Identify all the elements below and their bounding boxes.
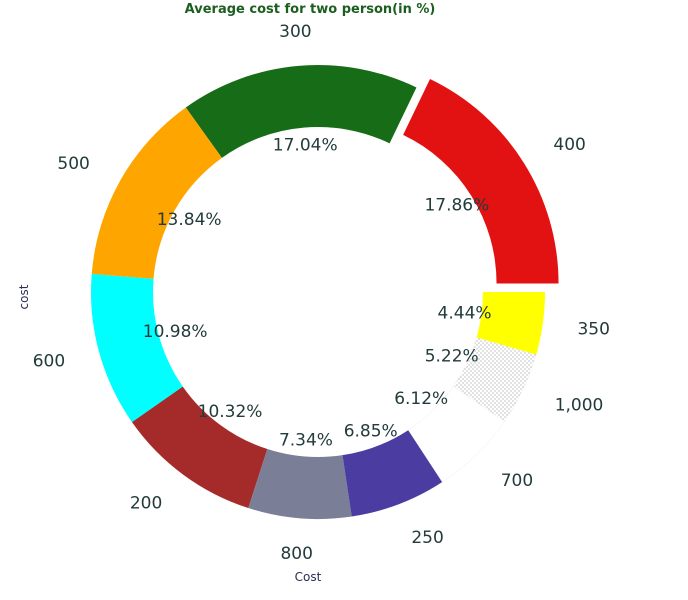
slice-250 (342, 430, 443, 517)
percent-label-500: 13.84% (157, 210, 222, 230)
chart-title: Average cost for two person(in %) (185, 2, 436, 17)
category-label-700: 700 (501, 471, 533, 491)
percent-label-200: 10.32% (198, 402, 263, 422)
x-axis-label: Cost (295, 570, 322, 584)
category-label-1000: 1,000 (555, 395, 604, 415)
percent-label-300: 17.04% (273, 136, 338, 156)
slice-200 (131, 386, 268, 509)
slice-350 (476, 292, 545, 355)
percent-label-400: 17.86% (424, 196, 489, 216)
slice-1000 (453, 337, 537, 422)
category-label-600: 600 (33, 352, 65, 372)
percent-label-800: 7.34% (279, 431, 333, 451)
slice-300 (185, 65, 417, 158)
slices-group (91, 65, 559, 519)
percent-label-1000: 5.22% (425, 346, 479, 366)
slice-800 (248, 449, 352, 519)
category-label-500: 500 (57, 154, 89, 174)
slice-600 (91, 273, 183, 423)
category-label-350: 350 (577, 319, 609, 339)
percent-label-250: 6.85% (344, 421, 398, 441)
percent-labels-group: 17.86% 17.04% 13.84% 10.98% 10.32% 7.34% 6.85%… (143, 136, 492, 451)
slice-500 (91, 107, 222, 279)
percent-label-700: 6.12% (394, 389, 448, 409)
y-axis-label: cost (17, 284, 31, 309)
category-label-400: 400 (553, 135, 585, 155)
category-label-250: 250 (411, 528, 443, 548)
category-label-300: 300 (279, 22, 311, 42)
slice-400 (403, 78, 559, 284)
percent-label-600: 10.98% (143, 322, 208, 342)
category-label-200: 200 (130, 494, 162, 514)
category-labels-group: 400 300 500 600 200 800 250 700 1,000 350 (33, 22, 610, 564)
category-label-800: 800 (280, 544, 312, 564)
percent-label-350: 4.44% (438, 304, 492, 324)
